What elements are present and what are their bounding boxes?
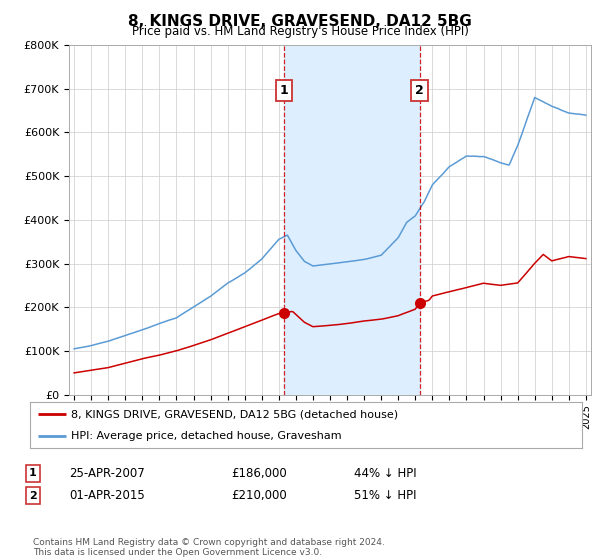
Text: £210,000: £210,000 — [231, 489, 287, 502]
Bar — [284, 45, 419, 395]
Text: 1: 1 — [29, 468, 37, 478]
Text: HPI: Average price, detached house, Gravesham: HPI: Average price, detached house, Grav… — [71, 431, 342, 441]
Text: £186,000: £186,000 — [231, 466, 287, 480]
Text: 1: 1 — [280, 84, 289, 97]
Text: Price paid vs. HM Land Registry's House Price Index (HPI): Price paid vs. HM Land Registry's House … — [131, 25, 469, 38]
Text: 25-APR-2007: 25-APR-2007 — [69, 466, 145, 480]
Text: 51% ↓ HPI: 51% ↓ HPI — [354, 489, 416, 502]
Text: 44% ↓ HPI: 44% ↓ HPI — [354, 466, 416, 480]
Text: 2: 2 — [415, 84, 424, 97]
Text: 01-APR-2015: 01-APR-2015 — [69, 489, 145, 502]
Text: 8, KINGS DRIVE, GRAVESEND, DA12 5BG (detached house): 8, KINGS DRIVE, GRAVESEND, DA12 5BG (det… — [71, 409, 398, 419]
Text: Contains HM Land Registry data © Crown copyright and database right 2024.
This d: Contains HM Land Registry data © Crown c… — [33, 538, 385, 557]
Text: 2: 2 — [29, 491, 37, 501]
Text: 8, KINGS DRIVE, GRAVESEND, DA12 5BG: 8, KINGS DRIVE, GRAVESEND, DA12 5BG — [128, 14, 472, 29]
